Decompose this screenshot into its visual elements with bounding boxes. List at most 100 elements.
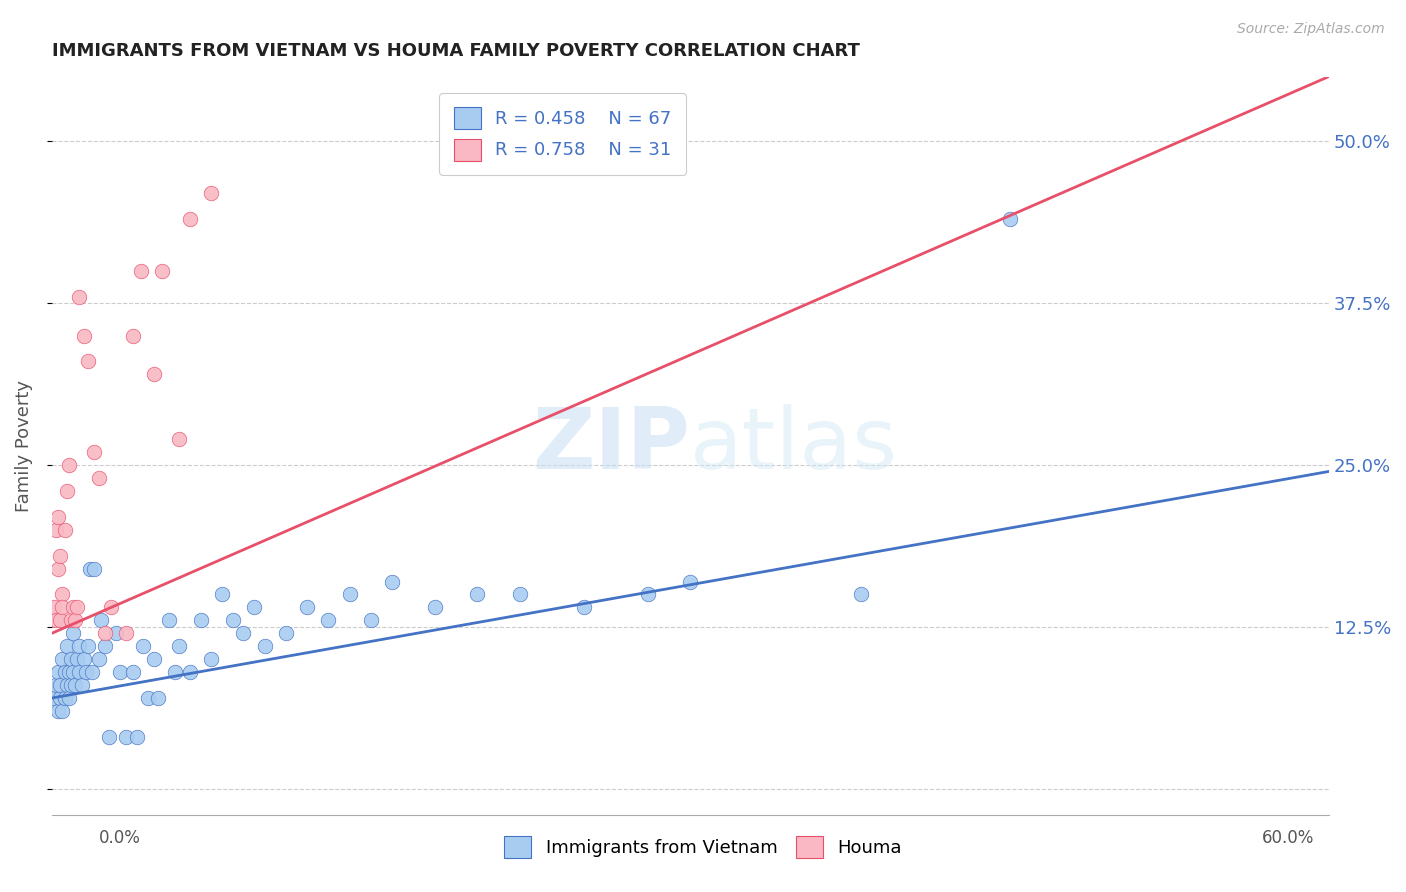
Point xyxy=(67,639,90,653)
Point xyxy=(87,471,110,485)
Point xyxy=(211,587,233,601)
Text: ZIP: ZIP xyxy=(533,404,690,487)
Point xyxy=(142,652,165,666)
Point xyxy=(46,509,69,524)
Point xyxy=(104,626,127,640)
Point xyxy=(146,691,169,706)
Point xyxy=(572,600,595,615)
Point xyxy=(423,600,446,615)
Point xyxy=(165,665,187,680)
Point xyxy=(125,730,148,744)
Point xyxy=(63,613,86,627)
Point xyxy=(998,212,1021,227)
Point xyxy=(45,523,67,537)
Point xyxy=(637,587,659,601)
Point xyxy=(157,613,180,627)
Point xyxy=(51,600,73,615)
Point xyxy=(152,264,174,278)
Point xyxy=(46,561,69,575)
Point xyxy=(115,626,138,640)
Point xyxy=(58,691,80,706)
Point xyxy=(132,639,155,653)
Point xyxy=(70,678,93,692)
Point xyxy=(94,639,117,653)
Point xyxy=(179,665,201,680)
Point xyxy=(179,212,201,227)
Point xyxy=(221,613,243,627)
Text: IMMIGRANTS FROM VIETNAM VS HOUMA FAMILY POVERTY CORRELATION CHART: IMMIGRANTS FROM VIETNAM VS HOUMA FAMILY … xyxy=(52,42,859,60)
Point xyxy=(274,626,297,640)
Point xyxy=(42,600,65,615)
Point xyxy=(42,691,65,706)
Point xyxy=(129,264,152,278)
Point xyxy=(87,652,110,666)
Point xyxy=(51,704,73,718)
Legend: Immigrants from Vietnam, Houma: Immigrants from Vietnam, Houma xyxy=(498,829,908,865)
Point xyxy=(58,665,80,680)
Point xyxy=(59,678,82,692)
Point xyxy=(200,186,222,200)
Point xyxy=(381,574,404,589)
Point xyxy=(77,639,100,653)
Point xyxy=(62,600,84,615)
Point xyxy=(49,613,72,627)
Point xyxy=(77,354,100,368)
Point xyxy=(53,691,76,706)
Point xyxy=(67,290,90,304)
Point xyxy=(142,368,165,382)
Point xyxy=(121,328,143,343)
Point xyxy=(849,587,872,601)
Point xyxy=(509,587,531,601)
Point xyxy=(45,678,67,692)
Point xyxy=(190,613,212,627)
Point xyxy=(467,587,489,601)
Point xyxy=(243,600,266,615)
Point xyxy=(108,665,131,680)
Point xyxy=(82,665,104,680)
Point xyxy=(51,652,73,666)
Point xyxy=(90,613,112,627)
Point xyxy=(360,613,382,627)
Point xyxy=(59,613,82,627)
Point xyxy=(200,652,222,666)
Point xyxy=(295,600,318,615)
Point xyxy=(73,328,96,343)
Point xyxy=(75,665,97,680)
Point xyxy=(66,652,89,666)
Point xyxy=(100,600,122,615)
Point xyxy=(73,652,96,666)
Point xyxy=(66,600,89,615)
Point xyxy=(253,639,276,653)
Point xyxy=(46,665,69,680)
Point xyxy=(45,613,67,627)
Point xyxy=(83,561,105,575)
Point xyxy=(59,652,82,666)
Text: Source: ZipAtlas.com: Source: ZipAtlas.com xyxy=(1237,22,1385,37)
Point xyxy=(339,587,361,601)
Point xyxy=(46,704,69,718)
Point xyxy=(62,665,84,680)
Legend: R = 0.458    N = 67, R = 0.758    N = 31: R = 0.458 N = 67, R = 0.758 N = 31 xyxy=(439,93,686,175)
Point xyxy=(318,613,340,627)
Point xyxy=(94,626,117,640)
Point xyxy=(98,730,121,744)
Point xyxy=(169,639,191,653)
Y-axis label: Family Poverty: Family Poverty xyxy=(15,380,32,512)
Point xyxy=(121,665,143,680)
Point xyxy=(53,523,76,537)
Point xyxy=(49,549,72,563)
Point xyxy=(679,574,702,589)
Point xyxy=(49,678,72,692)
Text: 0.0%: 0.0% xyxy=(98,829,141,847)
Point xyxy=(55,483,77,498)
Point xyxy=(67,665,90,680)
Point xyxy=(53,665,76,680)
Point xyxy=(55,678,77,692)
Point xyxy=(169,432,191,446)
Point xyxy=(58,458,80,472)
Point xyxy=(136,691,159,706)
Text: 60.0%: 60.0% xyxy=(1263,829,1315,847)
Point xyxy=(79,561,101,575)
Point xyxy=(51,587,73,601)
Point xyxy=(83,445,105,459)
